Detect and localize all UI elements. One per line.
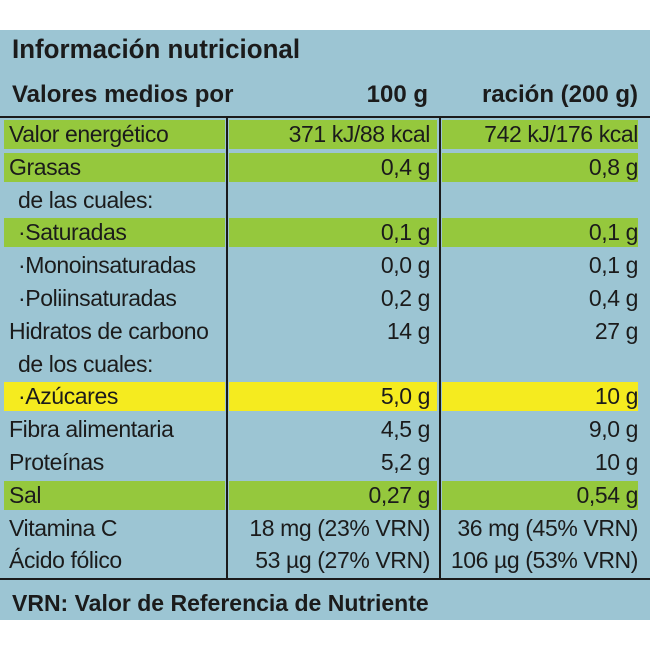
nutrient-label: Valor energético	[9, 121, 169, 147]
nutrient-label: de las cuales:	[18, 186, 154, 213]
footnote: VRN: Valor de Referencia de Nutriente	[12, 590, 429, 616]
table-row: ·Saturadas 0,1 g 0,1 g	[0, 216, 650, 249]
nutrient-label: ·Saturadas	[18, 219, 127, 246]
column-divider-2	[439, 118, 441, 578]
row-highlight	[229, 120, 437, 149]
row-highlight	[442, 218, 638, 248]
row-highlight	[442, 152, 638, 182]
value-per-serving: 36 mg (45% VRN)	[457, 514, 638, 541]
table-row: ·Azúcares 5,0 g 10 g	[0, 380, 650, 413]
row-highlight	[4, 152, 225, 182]
value-per-100g: 0,1 g	[380, 219, 431, 246]
value-per-serving: 10 g	[594, 448, 639, 475]
table-header: Valores medios por 100 g ración (200 g)	[0, 78, 650, 112]
table-row: de las cuales:	[0, 184, 650, 217]
row-highlight	[229, 218, 437, 248]
table-row: ·Poliinsaturadas 0,2 g 0,4 g	[0, 282, 650, 315]
value-per-serving: 27 g	[594, 317, 639, 344]
value-per-100g: 0,27 g	[368, 481, 430, 508]
value-per-serving: 0,54 g	[576, 481, 638, 508]
nutrient-label: ·Azúcares	[18, 383, 118, 410]
header-divider	[0, 116, 650, 118]
table-row: Proteínas 5,2 g 10 g	[0, 446, 650, 479]
row-highlight	[442, 480, 638, 510]
value-per-100g: 0,4 g	[380, 153, 431, 180]
header-col-serving: ración (200 g)	[481, 81, 638, 108]
value-per-serving: 0,4 g	[588, 284, 639, 311]
value-per-serving: 9,0 g	[588, 416, 639, 443]
row-highlight	[229, 152, 437, 182]
value-per-100g: 0,0 g	[380, 252, 431, 279]
table-row: Valor energético 371 kJ/88 kcal 742 kJ/176…	[0, 118, 650, 151]
column-divider-1	[226, 118, 228, 578]
row-highlight	[4, 218, 225, 248]
value-per-100g: 53 µg (27% VRN)	[255, 547, 430, 574]
value-per-serving: 742 kJ/176 kcal	[484, 121, 638, 147]
nutrient-label: Proteínas	[9, 448, 104, 475]
value-per-serving: 0,1 g	[588, 219, 639, 246]
value-per-100g: 14 g	[386, 317, 431, 344]
row-highlight	[442, 186, 638, 215]
table-row: Sal 0,27 g 0,54 g	[0, 479, 650, 512]
value-per-serving: 0,8 g	[588, 153, 639, 180]
table-row: Hidratos de carbono 14 g 27 g	[0, 315, 650, 348]
value-per-100g: 4,5 g	[380, 416, 431, 443]
value-per-serving: 106 µg (53% VRN)	[450, 547, 639, 574]
row-highlight	[4, 480, 225, 510]
table-row: Grasas 0,4 g 0,8 g	[0, 151, 650, 184]
row-highlight	[229, 480, 437, 510]
nutrition-rows: Valor energético 371 kJ/88 kcal 742 kJ/176…	[0, 118, 650, 577]
value-per-100g: 5,0 g	[380, 383, 431, 410]
row-highlight	[229, 382, 437, 412]
row-highlight	[442, 382, 638, 412]
header-col-100g: 100 g	[366, 81, 428, 108]
nutrient-label: Grasas	[9, 153, 81, 180]
nutrient-label: Sal	[9, 481, 42, 508]
row-highlight	[4, 382, 225, 412]
nutrient-label: de los cuales:	[18, 350, 154, 377]
nutrient-label: Hidratos de carbono	[9, 317, 209, 344]
footer-divider	[0, 578, 650, 580]
nutrient-label: Fibra alimentaria	[9, 416, 174, 443]
value-per-serving: 0,1 g	[588, 252, 639, 279]
table-row: ·Monoinsaturadas 0,0 g 0,1 g	[0, 249, 650, 282]
row-highlight	[442, 350, 638, 379]
table-row: de los cuales:	[0, 348, 650, 381]
panel-title: Información nutricional	[12, 34, 301, 64]
row-highlight	[442, 120, 638, 149]
table-row: Ácido fólico 53 µg (27% VRN) 106 µg (53% V…	[0, 544, 650, 577]
table-row: Vitamina C 18 mg (23% VRN) 36 mg (45% VRN)	[0, 512, 650, 545]
value-per-100g: 5,2 g	[380, 448, 431, 475]
value-per-100g: 0,2 g	[380, 284, 431, 311]
header-label: Valores medios por	[12, 81, 234, 108]
value-per-serving: 10 g	[594, 383, 639, 410]
value-per-100g: 18 mg (23% VRN)	[249, 514, 430, 541]
value-per-100g: 371 kJ/88 kcal	[288, 121, 431, 147]
nutrient-label: ·Monoinsaturadas	[18, 252, 196, 279]
row-highlight	[229, 350, 437, 379]
nutrient-label: Vitamina C	[9, 514, 118, 541]
nutrition-panel: Información nutricional Valores medios p…	[0, 30, 650, 620]
row-highlight	[4, 120, 225, 149]
nutrient-label: Ácido fólico	[9, 547, 122, 574]
table-row: Fibra alimentaria 4,5 g 9,0 g	[0, 413, 650, 446]
nutrient-label: ·Poliinsaturadas	[18, 284, 177, 311]
row-highlight	[229, 186, 437, 215]
